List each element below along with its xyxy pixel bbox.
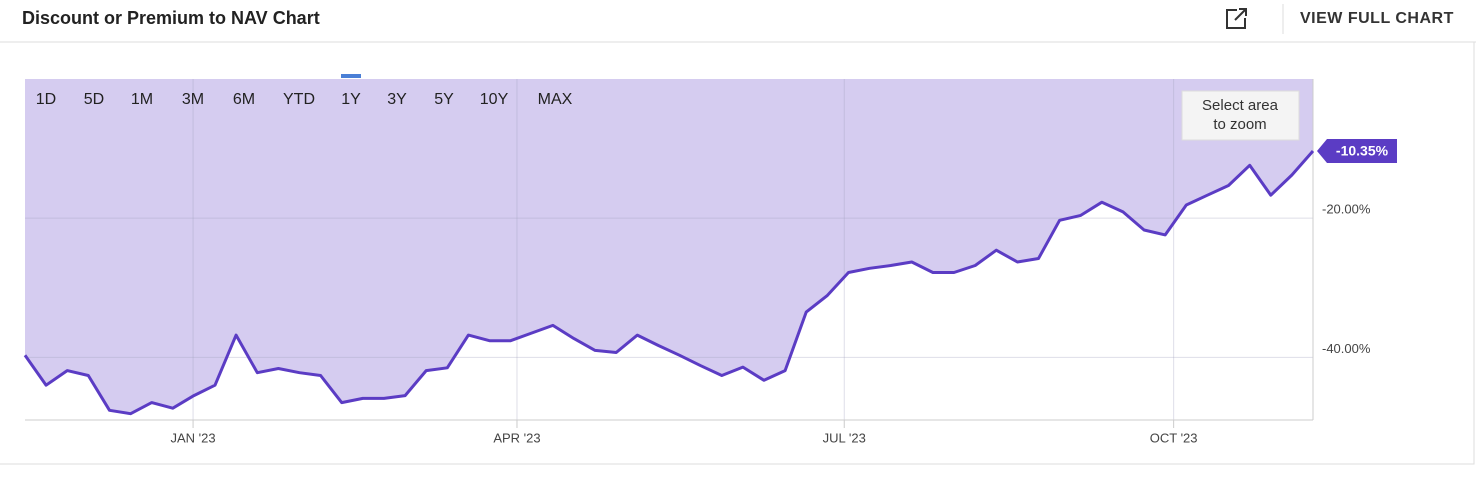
x-tick-label: OCT '23 <box>1150 430 1198 445</box>
range-button[interactable]: 5D <box>84 91 104 108</box>
panel-border <box>0 42 1475 465</box>
value-tag <box>1317 139 1397 164</box>
y-tick-label: -40.00% <box>1322 341 1371 356</box>
chart-title: Discount or Premium to NAV Chart <box>22 8 320 28</box>
range-button[interactable]: 1M <box>131 91 153 108</box>
range-button[interactable]: 1D <box>36 91 56 108</box>
range-button[interactable]: 6M <box>233 91 255 108</box>
x-tick-label: JAN '23 <box>171 430 216 445</box>
value-label: -10.35% <box>1336 143 1389 159</box>
range-button[interactable]: MAX <box>538 91 573 108</box>
range-button[interactable]: 1Y <box>341 91 361 108</box>
area-fill <box>25 79 1313 414</box>
zoom-hint-box <box>1181 90 1300 141</box>
open-icon[interactable] <box>1226 8 1247 29</box>
active-indicator <box>341 74 361 78</box>
range-button[interactable]: 3M <box>182 91 204 108</box>
view-full-chart[interactable]: VIEW FULL CHART <box>1300 10 1454 27</box>
range-button[interactable]: 3Y <box>387 91 407 108</box>
range-button[interactable]: 10Y <box>480 91 509 108</box>
x-tick-label: APR '23 <box>493 430 540 445</box>
y-tick-label: -20.00% <box>1322 202 1371 217</box>
range-button[interactable]: YTD <box>283 91 315 108</box>
line <box>23 150 1315 416</box>
zoom-hint: to zoom <box>1213 116 1266 133</box>
x-tick-label: JUL '23 <box>823 430 866 445</box>
range-button[interactable]: 5Y <box>434 91 454 108</box>
zoom-hint: Select area <box>1202 97 1279 114</box>
